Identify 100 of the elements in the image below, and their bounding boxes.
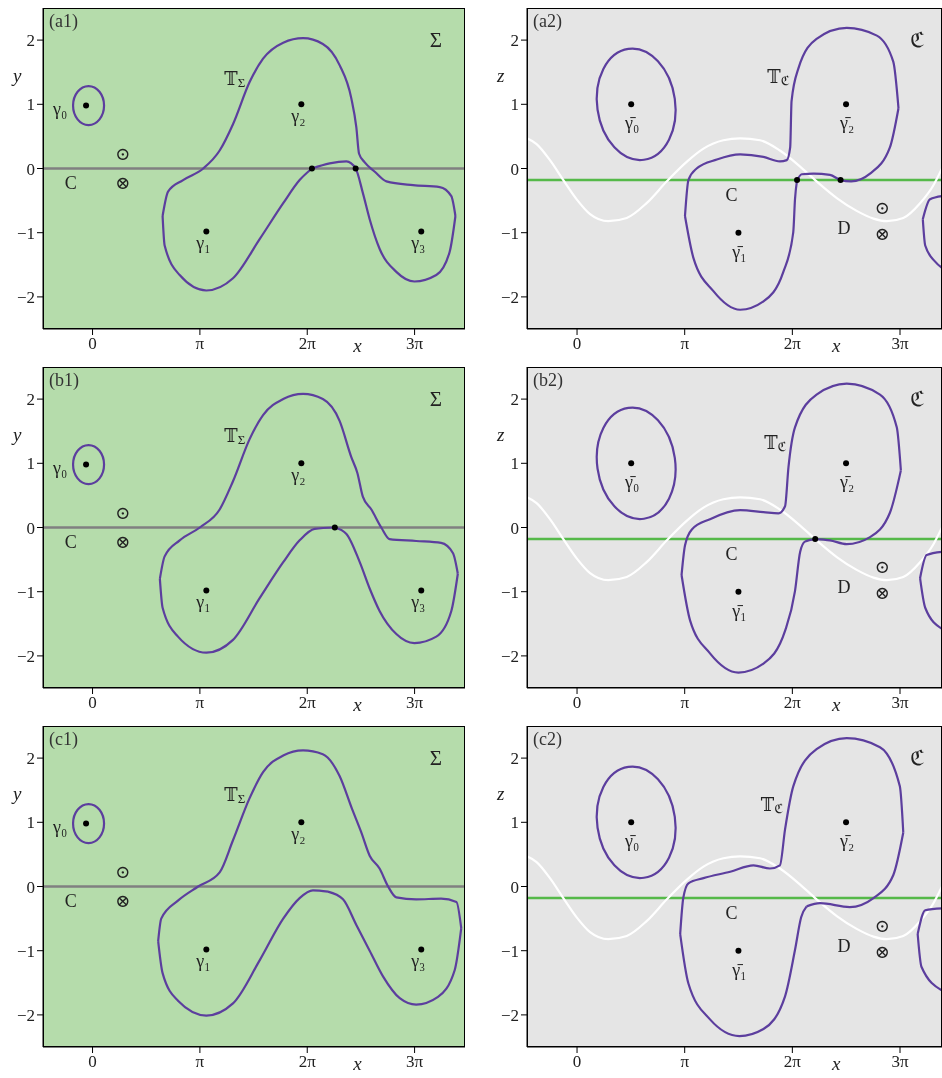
x-tick-label: 0 [88,693,97,713]
annotation: ⊙ [874,916,890,937]
y-tick-label: −1 [16,223,35,243]
annotation: ⊙ [874,198,890,219]
y-tick-label: −2 [16,1005,35,1025]
x-tick-label: π [680,693,690,713]
annotation: ⊗ [874,223,890,244]
chart-title: (b1) [49,370,79,390]
annotation: γ̄₁ [731,959,747,980]
y-axis-title: y [13,64,22,86]
annotation: γ₀ [51,98,68,119]
annotation: ℭ [910,27,925,52]
x-tick-label: 0 [88,1052,97,1072]
annotation: ⊙ [874,557,890,578]
annotation: γ̄₂ [838,472,855,493]
annotation: γ₁ [195,233,211,254]
annotation: 𝕋$_{Σ}$ [224,68,246,91]
annotation: ⊙ [115,861,131,882]
annotation: γ̄₁ [731,600,747,621]
y-tick-label: −2 [500,287,519,307]
y-tick-label: −2 [16,287,35,307]
annotation: D [837,576,851,597]
x-tick-label: π [680,1052,690,1072]
y-tick-label: 0 [510,518,519,538]
annotation: ⊗ [874,582,890,603]
annotation: 𝕋$_{Σ}$ [224,784,246,807]
y-tick-label: −1 [500,223,519,243]
annotation: γ₃ [410,233,426,254]
x-tick-label: π [680,334,690,354]
annotation: γ₀ [51,816,68,837]
x-tick-label: 0 [572,693,582,713]
y-tick-label: 1 [26,813,35,833]
annotation: Σ [429,745,442,770]
annotation: ⊗ [115,531,131,552]
y-axis-title: z [497,782,505,804]
y-tick-label: 1 [26,95,35,115]
annotation: ℭ [910,386,925,411]
annotation: 𝕋$_{ℭ}$ [760,795,784,817]
chart-title: (b2) [533,370,563,390]
y-tick-label: 2 [26,31,35,51]
annotation: Σ [429,27,442,52]
chart-title: (c2) [533,729,562,749]
x-tick-label: 2π [783,693,802,713]
y-axis-title: y [13,782,22,804]
y-tick-label: −1 [500,582,519,602]
x-tick-label: 3π [891,334,909,354]
annotation: Σ [429,386,442,411]
y-tick-label: 0 [26,518,35,538]
x-tick-label: 3π [891,693,909,713]
x-tick-label: 3π [406,1052,424,1072]
annotation: γ₁ [195,592,211,613]
y-tick-label: 1 [510,95,519,115]
y-tick-label: −2 [16,646,35,666]
y-tick-label: −1 [16,582,35,602]
annotation: 𝕋$_{ℭ}$ [764,433,787,455]
y-tick-label: 1 [26,454,35,474]
x-tick-label: 0 [572,1052,582,1072]
y-tick-label: 1 [510,813,519,833]
y-tick-label: −2 [500,1005,519,1025]
annotation: γ̄₀ [624,472,640,493]
y-tick-label: −1 [16,941,35,961]
annotation: ⊙ [115,502,131,523]
annotation: γ̄₀ [624,831,640,852]
y-axis-title: z [497,423,505,445]
y-tick-label: −1 [500,941,519,961]
x-tick-label: 2π [298,334,317,354]
annotation: C [725,903,738,924]
x-tick-label: 2π [783,1052,802,1072]
annotation: γ₃ [410,951,426,972]
x-axis-title: x [832,694,841,715]
chart-title: (a2) [533,11,562,31]
x-axis-title: x [832,335,841,356]
x-axis-title: x [353,694,362,715]
annotation: γ̄₂ [838,113,855,134]
x-axis-title: x [353,1053,362,1074]
x-axis-title: x [353,335,362,356]
x-tick-label: 3π [891,1052,909,1072]
y-tick-label: 1 [510,454,519,474]
y-tick-label: 2 [510,749,519,769]
y-axis-title: z [497,64,505,86]
x-tick-label: 3π [406,693,424,713]
y-tick-label: −2 [500,646,519,666]
annotation: γ₃ [410,592,426,613]
annotation: 𝕋$_{ℭ}$ [767,67,790,89]
x-tick-label: π [195,693,205,713]
x-tick-label: π [195,1052,205,1072]
annotation: C [64,890,77,911]
annotation: ⊗ [874,941,890,962]
annotation: γ₂ [290,824,306,845]
annotation: D [837,217,851,238]
annotation: γ̄₁ [731,241,747,262]
x-tick-label: 2π [783,334,802,354]
y-axis-title: y [13,423,22,445]
y-tick-label: 2 [26,749,35,769]
x-axis-title: x [832,1053,841,1074]
annotation: C [64,172,77,193]
annotation: ⊙ [115,143,131,164]
y-tick-label: 2 [510,390,519,410]
x-tick-label: 0 [88,334,97,354]
annotation: γ₂ [290,106,306,127]
